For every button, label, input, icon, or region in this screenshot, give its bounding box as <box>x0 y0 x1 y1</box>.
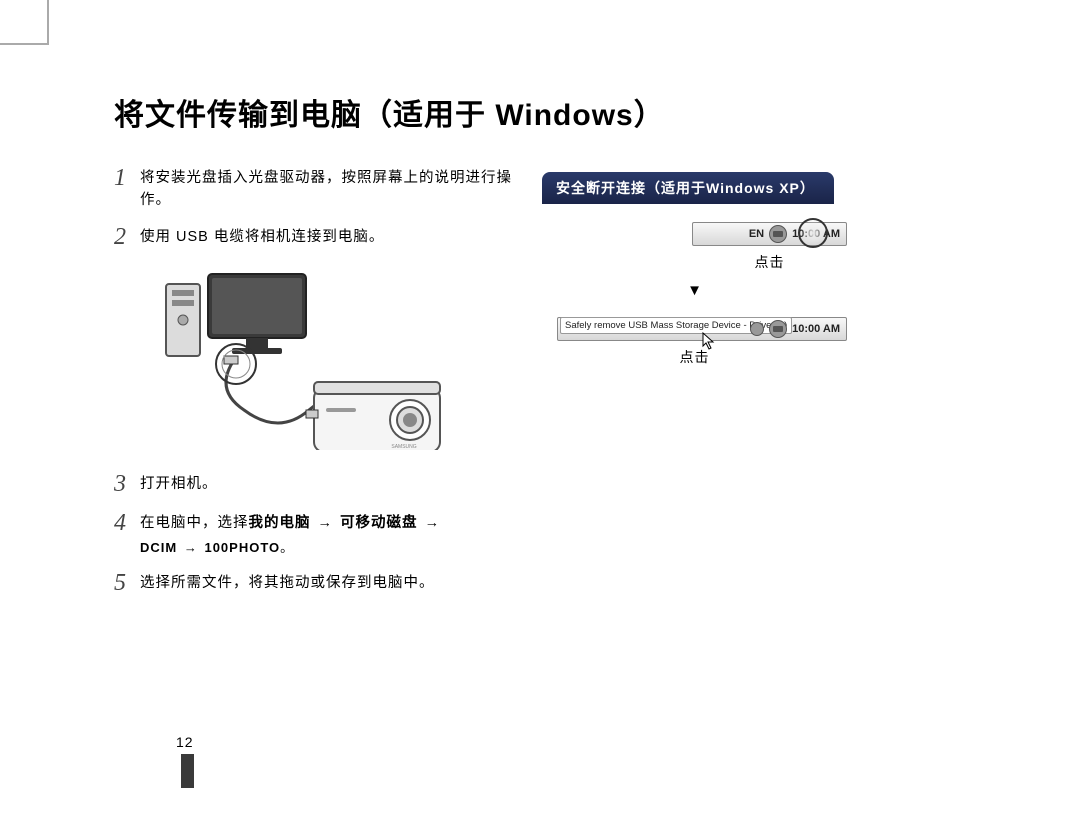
safely-remove-icon[interactable] <box>769 225 787 243</box>
safely-remove-icon[interactable] <box>769 320 787 338</box>
network-icon <box>750 322 764 336</box>
crop-mark-vertical <box>47 0 49 45</box>
crop-mark-horizontal <box>0 43 49 45</box>
system-tray-with-balloon: Safely remove USB Mass Storage Device - … <box>557 317 847 341</box>
step-3: 3 打开相机。 <box>114 469 514 497</box>
svg-text:SAMSUNG: SAMSUNG <box>391 444 416 450</box>
sidebar-header: 安全断开连接（适用于Windows XP） <box>542 172 834 204</box>
instruction-list: 1 将安装光盘插入光盘驱动器，按照屏幕上的说明进行操作。 2 使用 USB 电缆… <box>114 163 514 607</box>
step-text: 将安装光盘插入光盘驱动器，按照屏幕上的说明进行操作。 <box>140 163 514 212</box>
sidebar-safely-remove: 安全断开连接（适用于Windows XP） EN 10:00 AM 点击 ▼ S… <box>542 172 847 367</box>
step4-prefix: 在电脑中，选择 <box>140 515 249 531</box>
step-text: 使用 USB 电缆将相机连接到电脑。 <box>140 222 514 248</box>
step-number: 3 <box>114 469 140 497</box>
step4-removable: 可移动磁盘 <box>340 515 418 531</box>
step-number: 5 <box>114 568 140 596</box>
arrow-icon: → <box>316 515 336 531</box>
step4-mycomputer: 我的电脑 <box>249 515 311 531</box>
language-indicator: EN <box>749 228 764 240</box>
tray-clock: 10:00 AM <box>792 228 840 240</box>
down-arrow-icon: ▼ <box>542 282 847 299</box>
arrow-icon: → <box>423 515 443 531</box>
system-tray: EN 10:00 AM <box>692 222 847 246</box>
step-4: 4 在电脑中，选择我的电脑 → 可移动磁盘 → DCIM → 100PHOTO。 <box>114 508 514 559</box>
step4-100photo: 100PHOTO <box>204 540 280 555</box>
page-number: 12 <box>176 734 194 750</box>
step-number: 1 <box>114 163 140 191</box>
step4-dcim: DCIM <box>140 540 177 555</box>
click-label-1: 点击 <box>542 252 847 272</box>
tray-row-2: Safely remove USB Mass Storage Device - … <box>542 317 847 341</box>
step-number: 4 <box>114 508 140 536</box>
step-text: 在电脑中，选择我的电脑 → 可移动磁盘 → DCIM → 100PHOTO。 <box>140 508 514 559</box>
tray-row-1: EN 10:00 AM <box>542 222 847 246</box>
step-text: 打开相机。 <box>140 469 514 495</box>
page-title: 将文件传输到电脑（适用于 Windows） <box>114 90 665 134</box>
step-5: 5 选择所需文件，将其拖动或保存到电脑中。 <box>114 568 514 596</box>
click-label-2: 点击 <box>542 347 847 367</box>
step4-tail: 。 <box>280 540 294 555</box>
arrow-icon: → <box>182 540 200 555</box>
step-2: 2 使用 USB 电缆将相机连接到电脑。 <box>114 222 514 250</box>
tray-clock: 10:00 AM <box>792 323 840 335</box>
cursor-icon <box>702 332 716 350</box>
step-1: 1 将安装光盘插入光盘驱动器，按照屏幕上的说明进行操作。 <box>114 163 514 212</box>
connection-diagram: SAMSUNG <box>154 260 514 455</box>
page-number-bar <box>181 754 194 788</box>
step-number: 2 <box>114 222 140 250</box>
step-text: 选择所需文件，将其拖动或保存到电脑中。 <box>140 568 514 594</box>
